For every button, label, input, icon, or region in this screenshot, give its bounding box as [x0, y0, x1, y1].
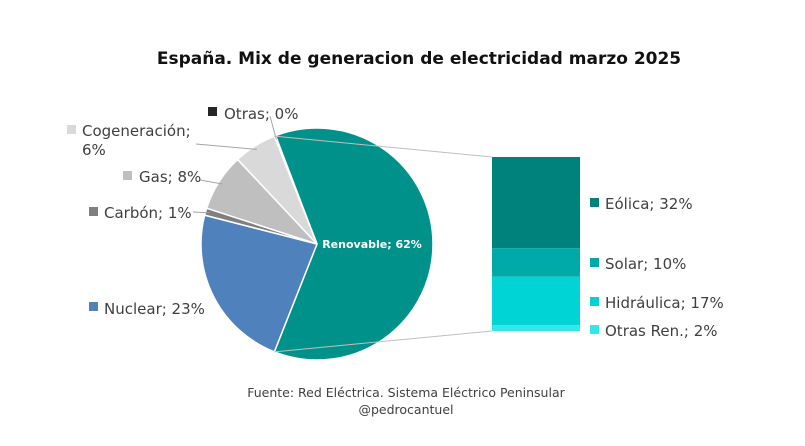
legend-marker-gas [123, 171, 132, 180]
legend-marker-nuclear [89, 302, 98, 311]
bar-segment-otras-ren [492, 325, 580, 331]
leader-line-otras [269, 115, 277, 140]
label-carbon: Carbón; 1% [104, 204, 192, 222]
connector-top [274, 135, 493, 158]
leader-line-gas [199, 179, 223, 185]
bar-segment-eolica [492, 157, 580, 249]
bar-segment-hidraulica [492, 276, 580, 326]
label-solar: Solar; 10% [605, 255, 686, 273]
legend-marker-cogeneracion [67, 125, 76, 134]
label-nuclear: Nuclear; 23% [104, 300, 205, 318]
leader-line-carbon [192, 211, 210, 214]
bar-segment-solar [492, 248, 580, 277]
legend-marker-eolica [590, 198, 599, 207]
pie-slice-renovable [273, 127, 434, 361]
pie-slice-nuclear [200, 214, 319, 353]
legend-marker-carbon [89, 207, 98, 216]
label-otras: Otras; 0% [224, 105, 298, 123]
connector-lines [192, 115, 493, 353]
breakdown-bar [492, 157, 580, 331]
connector-bottom [274, 330, 493, 353]
leader-line-cogeneracion [195, 143, 258, 150]
source-line1: Fuente: Red Eléctrica. Sistema Eléctrico… [247, 385, 565, 400]
label-otras-ren: Otras Ren.; 2% [605, 322, 718, 340]
legend-marker-solar [590, 258, 599, 267]
label-renovable: Renovable; 62% [322, 238, 422, 251]
label-hidraulica: Hidráulica; 17% [605, 294, 724, 312]
label-cogeneracion-line2: 6% [82, 141, 106, 159]
legend-marker-otras-ren [590, 325, 599, 334]
label-cogeneracion-line1: Cogeneración; [82, 122, 191, 140]
legend-marker-otras [208, 107, 217, 116]
source-line2: @pedrocantuel [358, 402, 453, 417]
legend-marker-hidraulica [590, 297, 599, 306]
label-eolica: Eólica; 32% [605, 195, 693, 213]
label-gas: Gas; 8% [139, 168, 201, 186]
chart-title: España. Mix de generacion de electricida… [157, 49, 681, 69]
